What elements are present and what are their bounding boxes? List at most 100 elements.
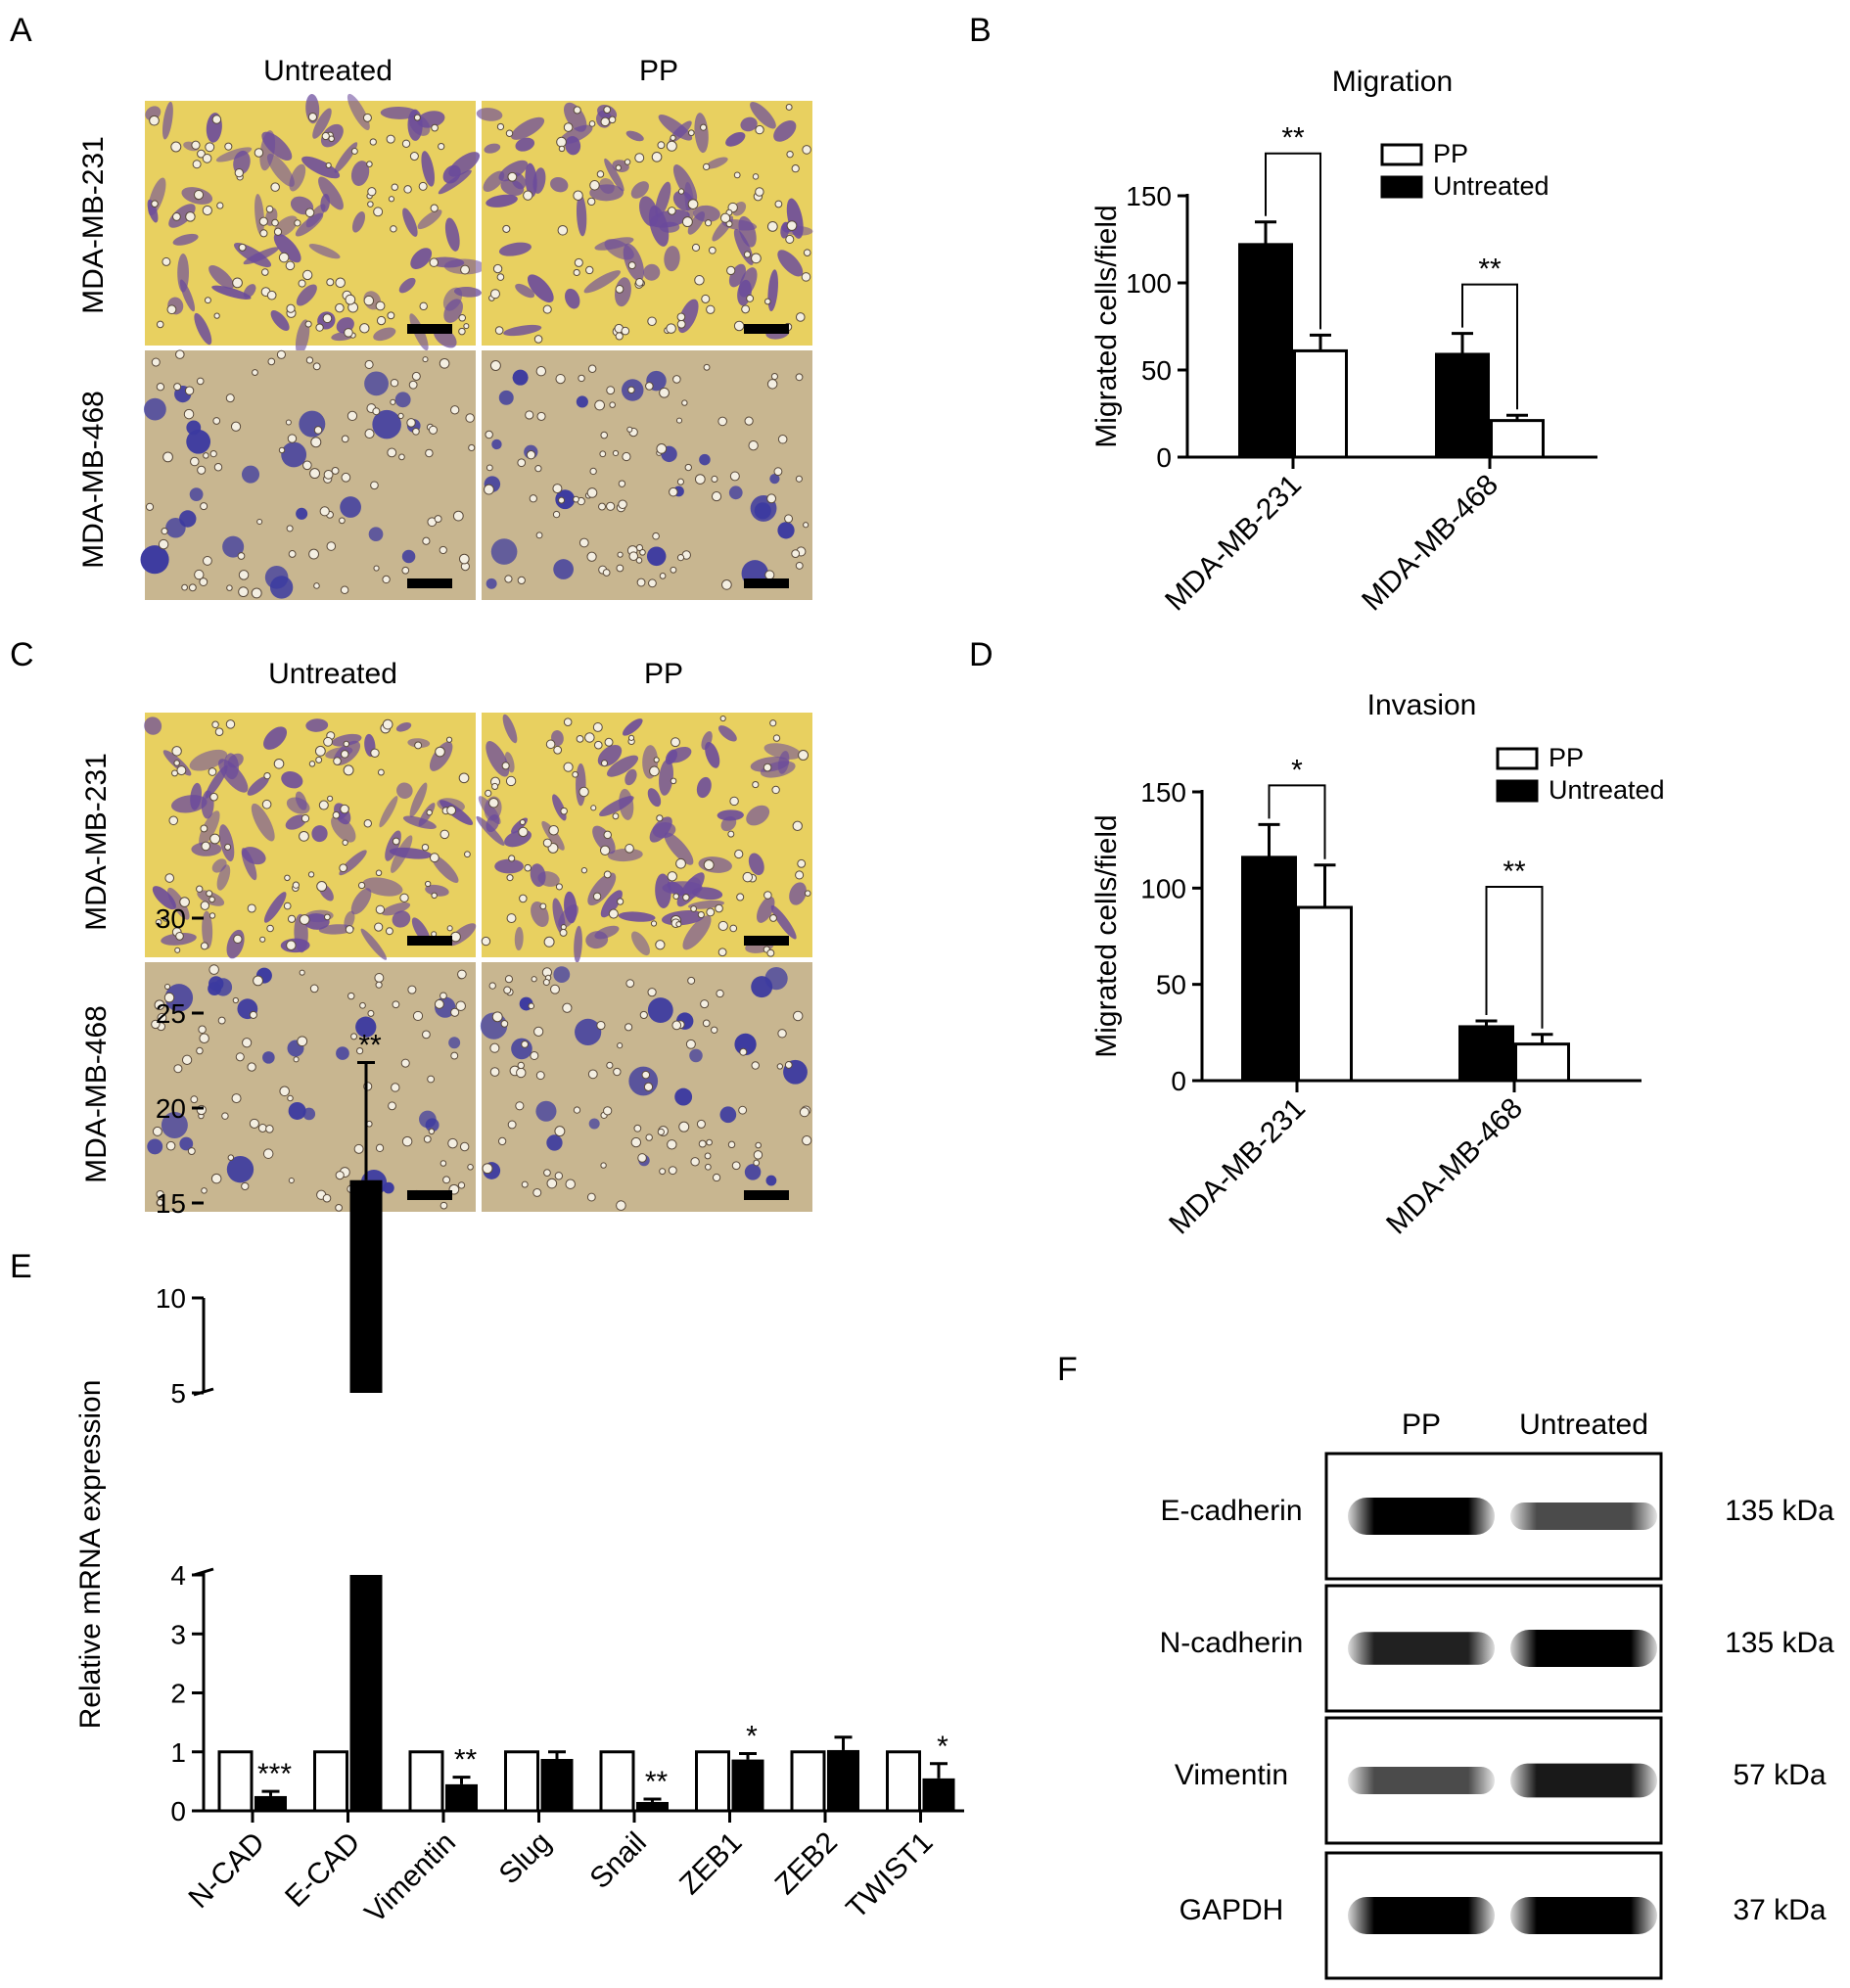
membrane-pore [727,1140,736,1149]
significance-mark: ** [454,1744,478,1777]
membrane-pore [562,1002,573,1013]
membrane-pore [774,200,783,208]
membrane-pore [373,207,384,217]
membrane-pore [803,249,811,256]
membrane-pore [450,405,460,415]
membrane-pore [247,903,256,913]
membrane-pore [267,357,276,366]
membrane-pore [224,843,232,851]
membrane-pore [263,771,271,780]
x-tick-label: Slug [493,1826,558,1891]
membrane-pore [388,196,395,203]
membrane-pore [626,426,633,433]
membrane-pore [594,740,603,750]
membrane-pore [684,463,692,472]
membrane-pore [500,1020,509,1028]
membrane-pore [213,312,220,319]
membrane-pore [668,207,676,215]
membrane-pore [798,750,809,761]
membrane-pore [232,277,243,289]
membrane-pore [602,569,611,577]
stained-cell [647,997,673,1024]
membrane-pore [484,484,494,495]
membrane-pore [413,114,421,121]
stained-cell [247,775,270,796]
stained-cell [659,759,673,796]
membrane-pore [322,1193,332,1203]
scale-bar [407,936,452,946]
membrane-pore [753,1159,761,1167]
membrane-pore [657,141,666,150]
membrane-pore [655,940,666,950]
membrane-pore [681,216,693,228]
membrane-pore [339,863,347,873]
membrane-pore [439,1160,447,1167]
y-axis-label: Migrated cells/field [1090,205,1123,447]
membrane-pore [557,225,569,236]
membrane-pore [542,979,550,987]
legend-swatch-untreated [1380,175,1423,199]
membrane-pore [508,855,516,862]
membrane-pore [199,1033,209,1043]
membrane-pore [423,1134,432,1143]
membrane-pore [803,522,809,529]
stained-cell [705,157,728,169]
membrane-pore [615,164,622,171]
membrane-pore [676,319,686,329]
membrane-pore [273,758,285,769]
membrane-pore [391,1083,400,1092]
stained-cell [215,147,253,162]
stained-cell [170,795,208,813]
membrane-pore [763,763,772,772]
membrane-pore [563,122,574,132]
membrane-pore [194,569,205,580]
stained-cell [286,797,310,814]
membrane-pore [369,138,377,146]
membrane-pore [192,160,202,169]
bar-control [217,1750,254,1813]
panel-c-col-untreated: Untreated [268,658,397,690]
stained-cell [318,924,355,935]
y-axis-label: Relative mRNA expression [74,1380,107,1730]
membrane-pore [543,936,555,948]
stained-cell [564,891,578,924]
membrane-pore [286,525,294,532]
membrane-pore [373,565,380,572]
membrane-pore [627,261,636,270]
membrane-pore [587,1069,598,1080]
membrane-pore [701,294,711,303]
bar-control [408,1750,444,1813]
stained-cell [362,877,403,897]
membrane-pore [309,468,321,480]
y-axis-label: Migrated cells/field [1090,814,1123,1057]
stained-cell [664,246,680,272]
membrane-pore [801,272,811,282]
stained-cell [241,465,260,484]
membrane-pore [744,416,754,426]
stained-cell [777,250,804,277]
significance-mark: ** [645,1766,669,1798]
stained-cell [409,782,428,817]
membrane-pore [208,964,219,975]
stained-cell [167,887,190,920]
membrane-pore [496,122,505,131]
membrane-pore [741,304,751,314]
membrane-pore [370,748,380,758]
membrane-pore [333,757,342,765]
stained-cell [535,1100,557,1122]
membrane-pore [647,316,657,326]
membrane-pore [552,510,561,519]
stained-cell [740,116,758,132]
membrane-pore [412,1010,424,1022]
stained-cell [512,369,529,386]
membrane-pore [367,1009,375,1017]
membrane-pore [434,515,442,524]
membrane-pore [676,478,684,485]
membrane-pore [377,768,385,776]
membrane-pore [343,740,350,748]
membrane-pore [253,975,263,987]
membrane-pore [185,211,196,222]
membrane-pore [344,328,353,338]
membrane-pore [400,1058,410,1068]
stained-cell [165,517,186,538]
